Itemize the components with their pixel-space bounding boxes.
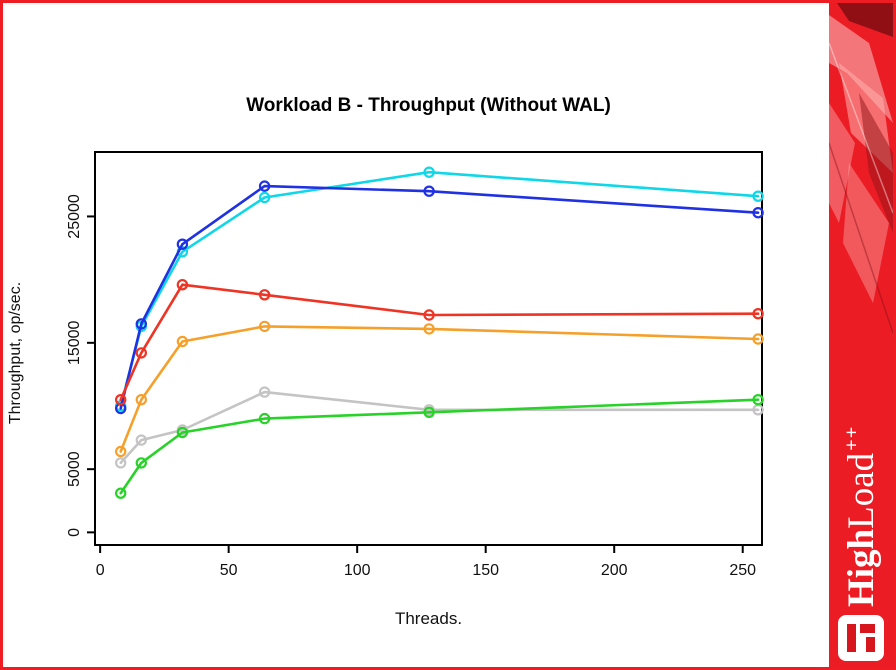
wordmark-load: Load xyxy=(841,452,882,529)
highload-banner: HighLoad++ xyxy=(829,3,893,667)
highload-wordmark: HighLoad++ xyxy=(839,357,885,607)
y-axis-label: Throughput, op/sec. xyxy=(7,281,24,425)
svg-text:0: 0 xyxy=(96,562,105,579)
svg-text:200: 200 xyxy=(601,562,628,579)
chart-title: Workload B - Throughput (Without WAL) xyxy=(246,95,611,116)
svg-text:15000: 15000 xyxy=(66,320,83,365)
svg-text:0: 0 xyxy=(66,528,83,537)
line-chart: 0 50 100 150 200 250 0 5000 15000 25000 xyxy=(66,151,764,579)
x-axis-label: Threads. xyxy=(394,609,463,628)
svg-text:5000: 5000 xyxy=(66,451,83,487)
svg-text:25000: 25000 xyxy=(66,194,83,239)
wordmark-high: High xyxy=(841,528,882,607)
svg-text:100: 100 xyxy=(344,562,371,579)
svg-text:150: 150 xyxy=(472,562,499,579)
chart-panel: Workload B - Throughput (Without WAL) 0 5… xyxy=(3,3,829,667)
svg-text:250: 250 xyxy=(729,562,756,579)
wordmark-plus-plus: ++ xyxy=(841,425,864,451)
svg-text:50: 50 xyxy=(220,562,238,579)
banner-crystal-decoration xyxy=(829,3,893,334)
highload-logo-icon xyxy=(838,615,884,661)
highload-logo xyxy=(838,615,884,661)
